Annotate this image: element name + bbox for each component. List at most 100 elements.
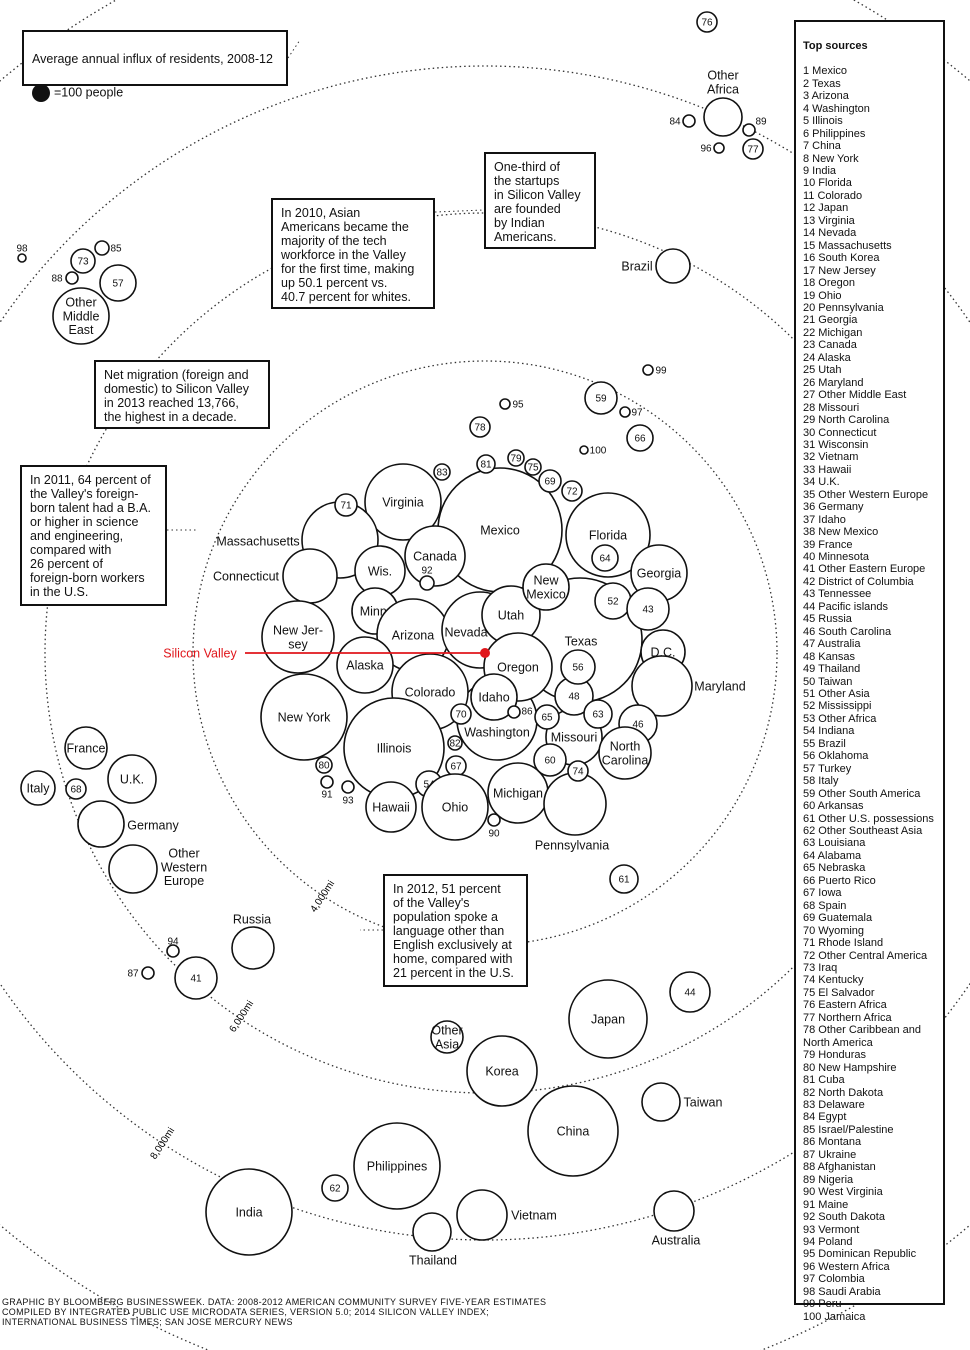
silicon-valley-marker: Silicon Valley	[163, 646, 490, 660]
bubble-florida: Florida	[565, 492, 651, 578]
bubble-label: Washington	[464, 725, 530, 739]
bubble-circle	[591, 544, 619, 572]
source-item: 19 Ohio	[803, 289, 842, 302]
bubble-73: 73	[70, 248, 96, 274]
bubble-ohio: Ohio	[421, 773, 489, 841]
bubble-label: 87	[127, 969, 139, 980]
source-item: 17 New Jersey	[803, 264, 876, 277]
bubble-59: 59	[584, 381, 618, 415]
bubble-connecticut: Connecticut	[213, 548, 338, 604]
source-item: 74 Kentucky	[803, 974, 864, 987]
bubble-label: Italy	[27, 781, 51, 795]
bubble-circle	[341, 780, 355, 794]
bubble-u-k-: U.K.	[107, 754, 157, 804]
source-item: 63 Louisiana	[803, 837, 866, 850]
bubble-label: Florida	[589, 528, 627, 542]
bubble-circle	[336, 636, 394, 694]
bubble-79: 79	[507, 449, 525, 467]
bubble-label: 99	[655, 366, 667, 377]
source-item: 7 China	[803, 140, 841, 153]
source-item: 79 Honduras	[803, 1049, 866, 1062]
bubble-87: 87	[127, 966, 155, 980]
bubble-circle	[470, 673, 518, 721]
source-item: 82 North Dakota	[803, 1086, 884, 1099]
source-item: 91 Maine	[803, 1198, 849, 1211]
bubble-label: 93	[342, 796, 354, 807]
annotation-asian-americans: In 2010, Asian Americans became the majo…	[271, 198, 435, 309]
bubble-label: 48	[568, 692, 580, 703]
legend-box: Average annual influx of residents, 2008…	[22, 30, 288, 102]
bubble-circle	[421, 773, 489, 841]
bubble-72: 72	[561, 480, 583, 502]
connector-line	[434, 209, 485, 213]
bubble-circle	[696, 11, 718, 33]
source-item: 27 Other Middle East	[803, 389, 907, 402]
source-item: 50 Taiwan	[803, 675, 853, 688]
bubble-circle	[231, 926, 275, 970]
source-item: 35 Other Western Europe	[803, 488, 929, 501]
source-item: 89 Nigeria	[803, 1173, 854, 1186]
bubble-62: 62	[321, 1174, 349, 1202]
bubble-circle	[669, 971, 711, 1013]
bubble-new-york: New York	[260, 673, 348, 761]
source-item: 85 Israel/Palestine	[803, 1123, 894, 1136]
bubble-label: 64	[599, 554, 611, 565]
bubble-label: Thailand	[409, 1253, 457, 1267]
bubble-label: 88	[51, 274, 63, 285]
source-item: 52 Mississippi	[803, 700, 872, 713]
bubble-label: 80	[318, 761, 330, 772]
source-item: 99 Peru	[803, 1298, 842, 1311]
bubble-circle	[447, 735, 463, 751]
bubble-circle	[282, 548, 338, 604]
bubble-77: 77	[742, 138, 764, 160]
source-item: 73 Iraq	[803, 961, 838, 974]
bubble-circle	[141, 966, 155, 980]
annotation-foreign-born-talent: In 2011, 64 percent of the Valley's fore…	[20, 465, 167, 606]
bubble-label: 100	[590, 446, 607, 457]
source-item: 58 Italy	[803, 775, 839, 788]
source-item: 57 Turkey	[803, 762, 852, 775]
source-item: 29 North Carolina	[803, 414, 890, 427]
source-item: 64 Alabama	[803, 849, 862, 862]
bubble-81: 81	[476, 454, 496, 474]
source-item: 31 Wisconsin	[803, 438, 869, 451]
source-item: 26 Maryland	[803, 376, 864, 389]
bubble-circle	[631, 655, 693, 717]
bubble-label: North Carolina	[602, 740, 649, 768]
source-item: 49 Thailand	[803, 663, 861, 676]
source-item: 16 South Korea	[803, 252, 880, 265]
bubble-44: 44	[669, 971, 711, 1013]
source-item: 4 Washington	[803, 102, 870, 115]
bubble-circle	[64, 726, 108, 770]
bubble-label: 85	[110, 244, 122, 255]
bubble-label: Ohio	[442, 800, 468, 814]
source-item: 80 New Hampshire	[803, 1061, 897, 1074]
bubble-circle	[538, 469, 562, 493]
bubble-circle	[334, 493, 358, 517]
source-item: 96 Western Africa	[803, 1260, 890, 1273]
bubble-71: 71	[334, 493, 358, 517]
bubble-label: 41	[190, 974, 202, 985]
source-item: 47 Australia	[803, 638, 861, 651]
bubble-new-mexico: New Mexico	[522, 563, 570, 611]
bubble-circle	[70, 248, 96, 274]
bubble-circle	[609, 864, 639, 894]
source-item: 88 Afghanistan	[803, 1161, 876, 1174]
bubble-label: 96	[700, 144, 712, 155]
source-item: 87 Ukraine	[803, 1148, 857, 1161]
bubble-label: Hawaii	[372, 800, 410, 814]
bubble-label: 65	[541, 713, 553, 724]
bubble-circle	[584, 381, 618, 415]
bubble-76: 76	[696, 11, 718, 33]
bubble-61: 61	[609, 864, 639, 894]
source-item: 33 Hawaii	[803, 463, 852, 476]
bubble-60: 60	[533, 743, 567, 777]
bubble-circle	[507, 449, 525, 467]
legend-dot-icon	[32, 84, 50, 102]
bubble-98: 98	[16, 244, 28, 263]
bubble-circle	[17, 253, 27, 263]
bubble-90: 90	[487, 813, 501, 840]
bubble-label: 74	[572, 767, 584, 778]
source-item: 28 Missouri	[803, 401, 860, 414]
bubble-93: 93	[341, 780, 355, 807]
